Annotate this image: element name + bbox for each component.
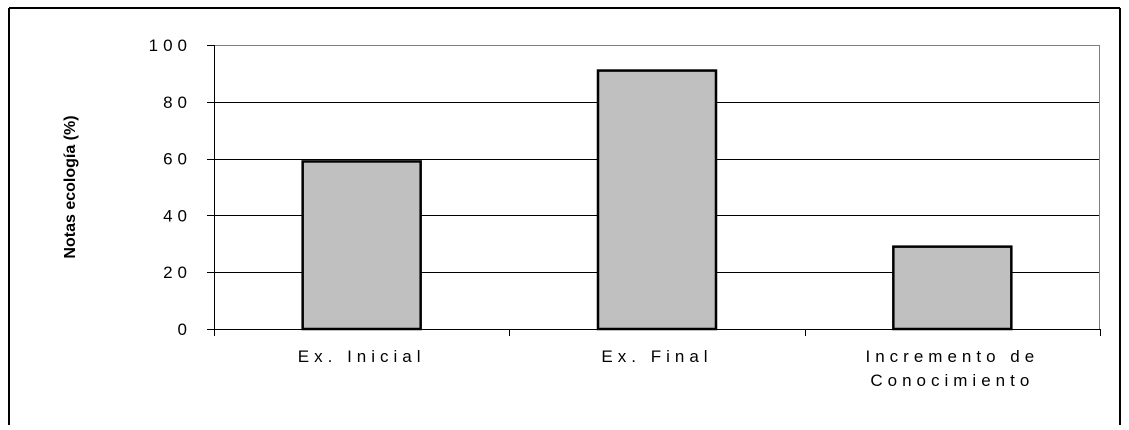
y-tick-labels: 0 20 40 60 80 100 bbox=[149, 36, 192, 339]
y-tick-label: 60 bbox=[163, 150, 192, 169]
y-tick-label: 40 bbox=[163, 206, 192, 225]
x-category-labels: Ex. Inicial Ex. Final Incremento de Conocim… bbox=[298, 347, 1039, 390]
y-tick-label: 80 bbox=[163, 93, 192, 112]
bar-2 bbox=[596, 69, 718, 331]
chart-border bbox=[8, 7, 1121, 425]
x-category-label: Ex. Final bbox=[601, 347, 712, 366]
bar-3 bbox=[892, 245, 1013, 331]
axes bbox=[207, 45, 1101, 336]
bar-1 bbox=[301, 160, 422, 331]
y-axis-title: Notas ecología (%) bbox=[62, 115, 79, 258]
y-tick-label: 100 bbox=[149, 36, 192, 55]
y-tick-label: 20 bbox=[163, 263, 192, 282]
y-tick-label: 0 bbox=[178, 320, 192, 339]
bars bbox=[301, 69, 1013, 331]
x-category-label: Ex. Inicial bbox=[298, 347, 426, 366]
x-category-label: Incremento de Conocimiento bbox=[865, 347, 1039, 390]
plot-area-border bbox=[214, 45, 1100, 329]
